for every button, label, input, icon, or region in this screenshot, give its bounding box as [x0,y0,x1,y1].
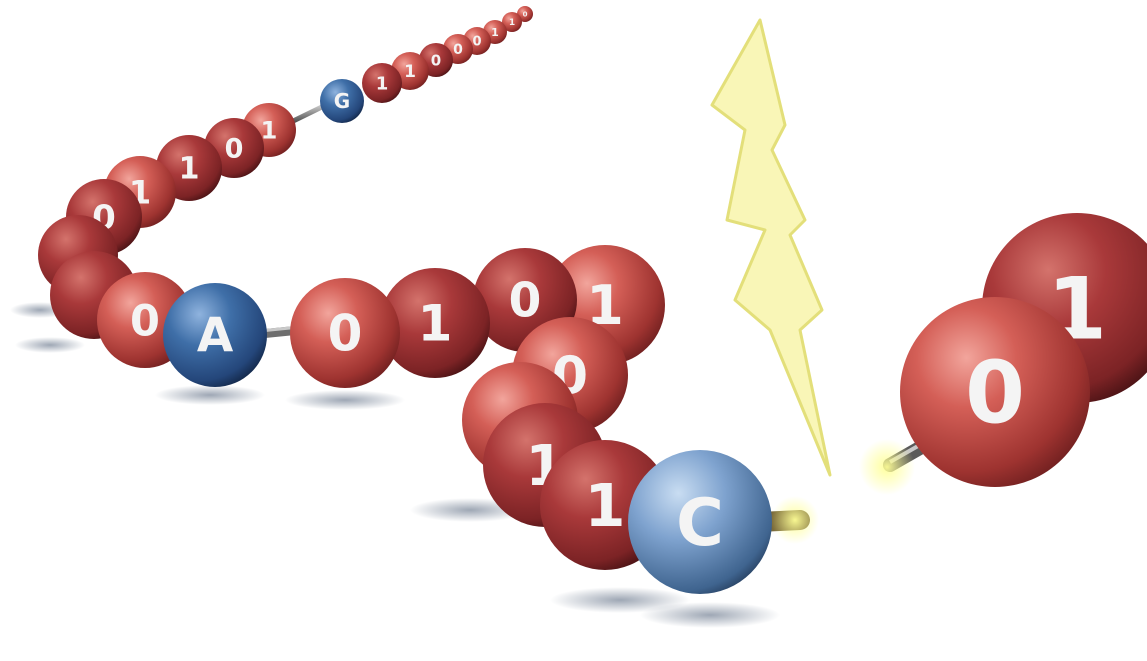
bead-label: 0 [328,305,363,363]
bead: 1 [502,12,522,32]
bead-label: A [197,309,234,364]
bead-label: 1 [418,295,453,353]
bead-sphere [900,297,1090,487]
rod-glow-left [771,496,819,544]
bead-sphere [290,278,400,388]
bead: A [163,283,267,387]
bead-label: 1 [584,471,625,540]
bead-label: 0 [431,51,441,69]
bead-sphere [380,268,490,378]
bead-label: 1 [179,152,200,187]
bead: C [628,450,772,594]
bead-label: 0 [453,42,463,58]
rod-glow-right [859,439,915,495]
bead-shadows [10,302,780,628]
bead-sphere [320,79,364,123]
bead: 1 [380,268,490,378]
binary-row: 0010011001100011001110011100101011000011… [6,11,1142,46]
bead: 0 [900,297,1090,487]
bead: 0 [290,278,400,388]
lightning-bolt [710,18,832,477]
bead-sphere [628,450,772,594]
bead-label: 1 [376,73,389,94]
binary-row: 1001111100010101000110011101001100101100… [6,56,1142,91]
bead-label: 0 [225,134,244,165]
bead: 1 [362,63,402,103]
bead-label: 0 [130,296,160,346]
bead-label: 0 [509,274,542,329]
bead-label: 1 [491,26,499,39]
bead-label: 1 [261,117,278,145]
bead: G [320,79,364,123]
bead-label: 0 [523,11,528,19]
binary-row: 0001110110010001110001110101010100010000… [6,101,1142,136]
bead-label: G [334,89,350,113]
bead-label: C [676,486,724,561]
bead-label: 0 [472,34,481,49]
bead-sphere [362,63,402,103]
bead-label: 0 [965,343,1025,443]
bead-sphere [502,12,522,32]
bead-label: 1 [509,18,515,28]
bead-label: 1 [404,62,416,82]
bead-sphere [163,283,267,387]
